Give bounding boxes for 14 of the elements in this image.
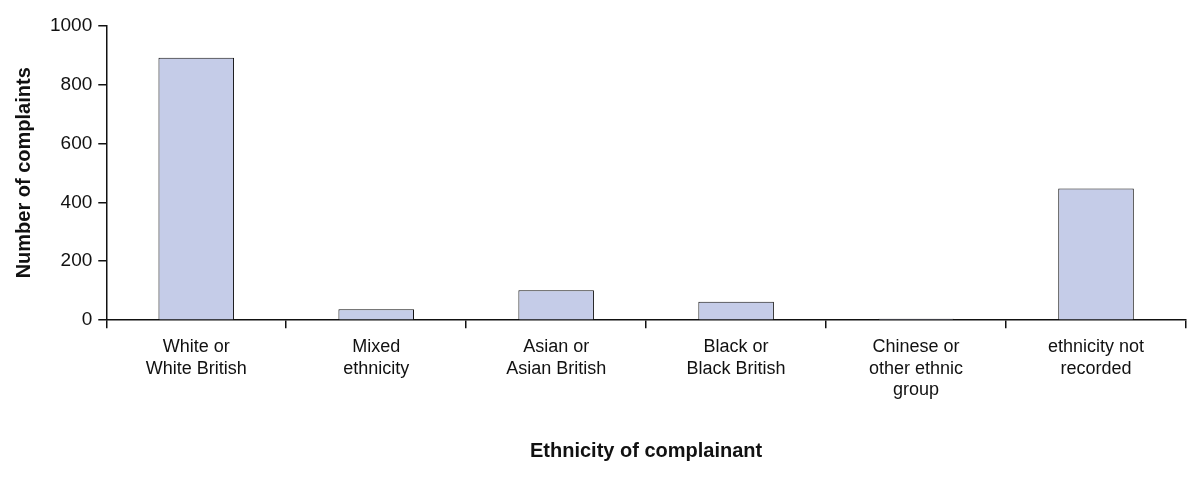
x-tick-label: Mixed ethnicity (343, 335, 410, 378)
x-tick-label: Black or Black British (686, 335, 786, 378)
y-tick-label: 1000 (49, 13, 93, 35)
y-tick-label: 800 (60, 72, 93, 94)
x-tick-label: ethnicity not recorded (1047, 335, 1145, 378)
y-tick-label: 200 (60, 249, 93, 271)
x-tick-label: Chinese or other ethnic group (869, 335, 964, 400)
y-tick-label: 600 (60, 131, 93, 153)
x-tick-label: Asian or Asian British (506, 335, 607, 378)
y-tick-label: 0 (81, 308, 93, 330)
x-axis-title: Ethnicity of complainant (530, 438, 763, 461)
y-axis-title: Number of complaints (11, 67, 34, 279)
y-tick-label: 400 (60, 190, 93, 212)
x-tick-label: White or White British (145, 335, 247, 378)
